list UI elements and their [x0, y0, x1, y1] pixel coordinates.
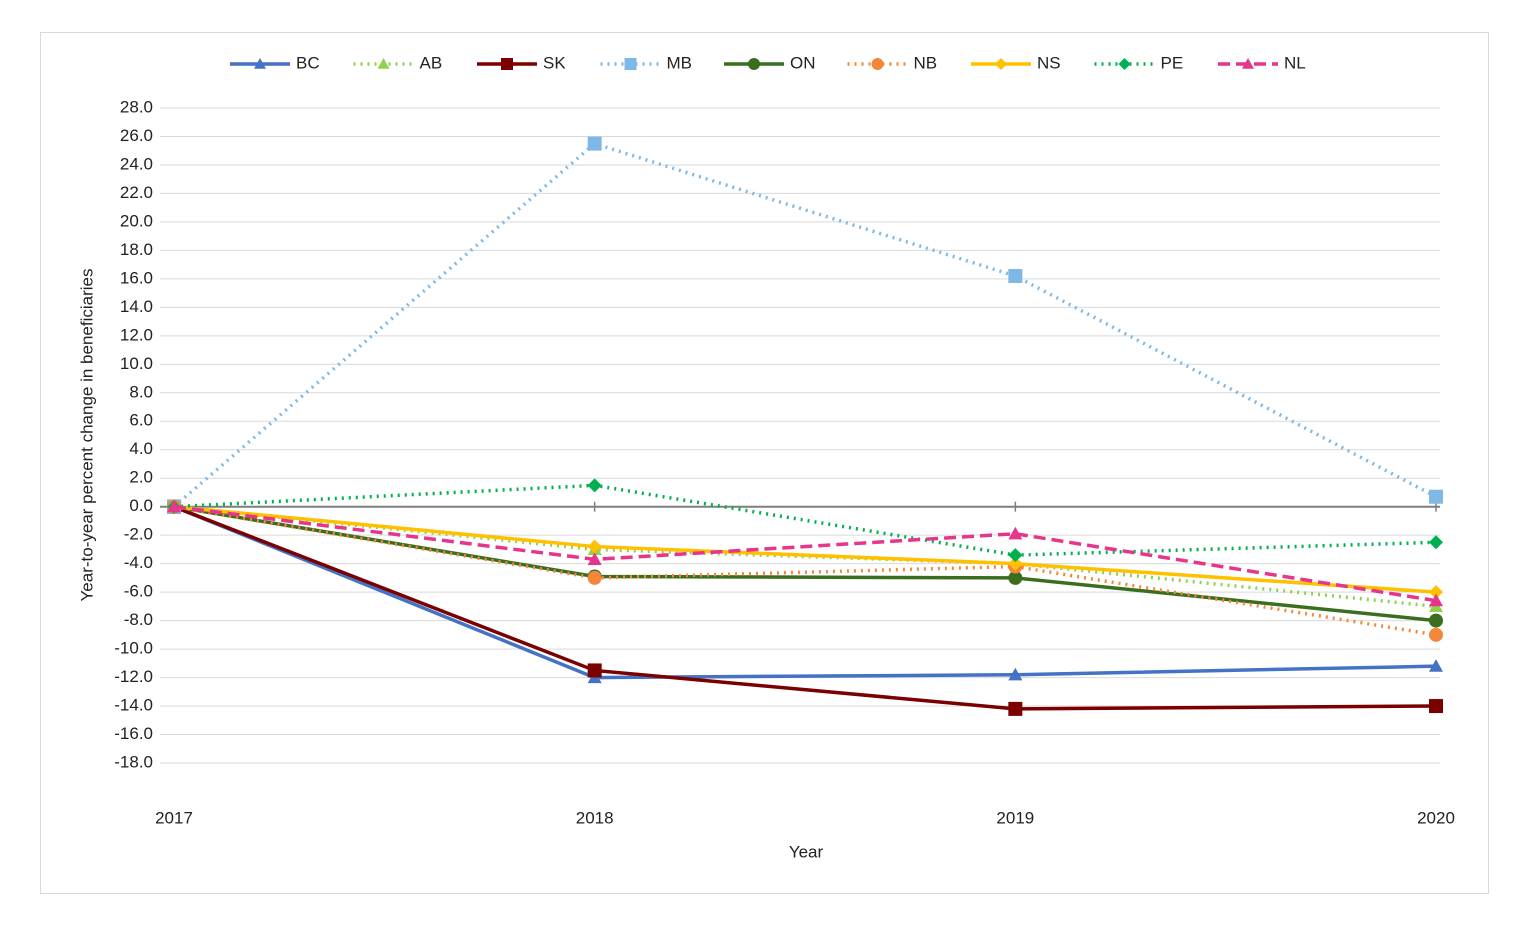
- y-tick-label: -16.0: [114, 724, 153, 743]
- legend-marker: [254, 58, 266, 69]
- series-line: [173, 504, 1437, 623]
- series-line: [173, 483, 1437, 557]
- y-tick-label: 10.0: [120, 354, 153, 373]
- y-tick-label: 26.0: [120, 126, 153, 145]
- legend-marker: [871, 58, 884, 70]
- y-tick-label: -8.0: [124, 610, 153, 629]
- series-line: [173, 505, 1437, 680]
- legend-marker: [501, 58, 513, 70]
- legend-marker: [377, 58, 390, 69]
- y-tick-label: 4.0: [129, 439, 153, 458]
- legend-label: BC: [296, 53, 320, 72]
- marker: [167, 499, 181, 513]
- legend-label: NS: [1037, 53, 1061, 72]
- y-tick-label: -2.0: [124, 525, 153, 544]
- y-tick-label: 12.0: [120, 325, 153, 344]
- marker: [1429, 535, 1443, 550]
- y-tick-label: -14.0: [114, 696, 153, 715]
- marker: [587, 552, 602, 565]
- y-tick-label: 16.0: [120, 268, 153, 287]
- marker: [1429, 585, 1443, 600]
- legend-marker: [1118, 58, 1131, 70]
- y-tick-label: 24.0: [120, 154, 153, 173]
- series-line: [173, 505, 1437, 711]
- legend-marker: [1242, 58, 1254, 69]
- marker: [1429, 593, 1443, 607]
- marker: [1008, 570, 1023, 585]
- legend-label: SK: [543, 53, 566, 72]
- marker: [1429, 659, 1443, 672]
- legend-marker: [748, 58, 760, 70]
- y-tick-label: -4.0: [124, 553, 153, 572]
- marker: [587, 663, 602, 678]
- marker: [1008, 269, 1023, 284]
- series-line: [173, 504, 1437, 637]
- legend-marker: [624, 58, 637, 70]
- series-line: [173, 504, 1437, 603]
- marker: [1429, 699, 1443, 714]
- legend-label: NL: [1284, 53, 1306, 72]
- legend-label: PE: [1161, 53, 1184, 72]
- y-tick-label: 14.0: [120, 297, 153, 316]
- legend-label: MB: [667, 53, 693, 72]
- marker: [587, 478, 602, 493]
- y-tick-label: 2.0: [129, 468, 153, 487]
- marker: [1429, 613, 1443, 628]
- y-tick-label: -10.0: [114, 639, 153, 658]
- legend-label: ON: [790, 53, 816, 72]
- legend-label: NB: [914, 53, 938, 72]
- y-tick-label: 28.0: [120, 97, 153, 116]
- marker: [587, 539, 602, 554]
- y-tick-label: 22.0: [120, 183, 153, 202]
- marker: [1008, 548, 1023, 563]
- marker: [1429, 489, 1443, 504]
- marker: [587, 136, 602, 151]
- legend-marker: [995, 58, 1007, 70]
- x-tick-label: 2020: [1417, 808, 1455, 827]
- x-tick-label: 2018: [576, 808, 614, 827]
- y-tick-label: 0.0: [129, 496, 153, 515]
- x-tick-label: 2017: [155, 808, 193, 827]
- x-axis-title: Year: [789, 842, 824, 861]
- series-line: [173, 504, 1437, 594]
- y-tick-label: -18.0: [114, 752, 153, 771]
- marker: [1008, 701, 1023, 716]
- y-tick-label: -6.0: [124, 582, 153, 601]
- chart-frame: [40, 32, 1489, 894]
- y-tick-label: 20.0: [120, 211, 153, 230]
- y-tick-label: 6.0: [129, 411, 153, 430]
- marker: [1429, 627, 1443, 642]
- legend-label: AB: [420, 53, 443, 72]
- y-axis-title: Year-to-year percent change in beneficia…: [77, 269, 96, 602]
- x-tick-label: 2019: [996, 808, 1034, 827]
- marker: [1008, 556, 1023, 571]
- y-tick-label: 8.0: [129, 382, 153, 401]
- y-tick-label: 18.0: [120, 240, 153, 259]
- y-tick-label: -12.0: [114, 667, 153, 686]
- marker: [587, 570, 602, 585]
- marker: [1008, 667, 1023, 681]
- marker: [1008, 526, 1023, 540]
